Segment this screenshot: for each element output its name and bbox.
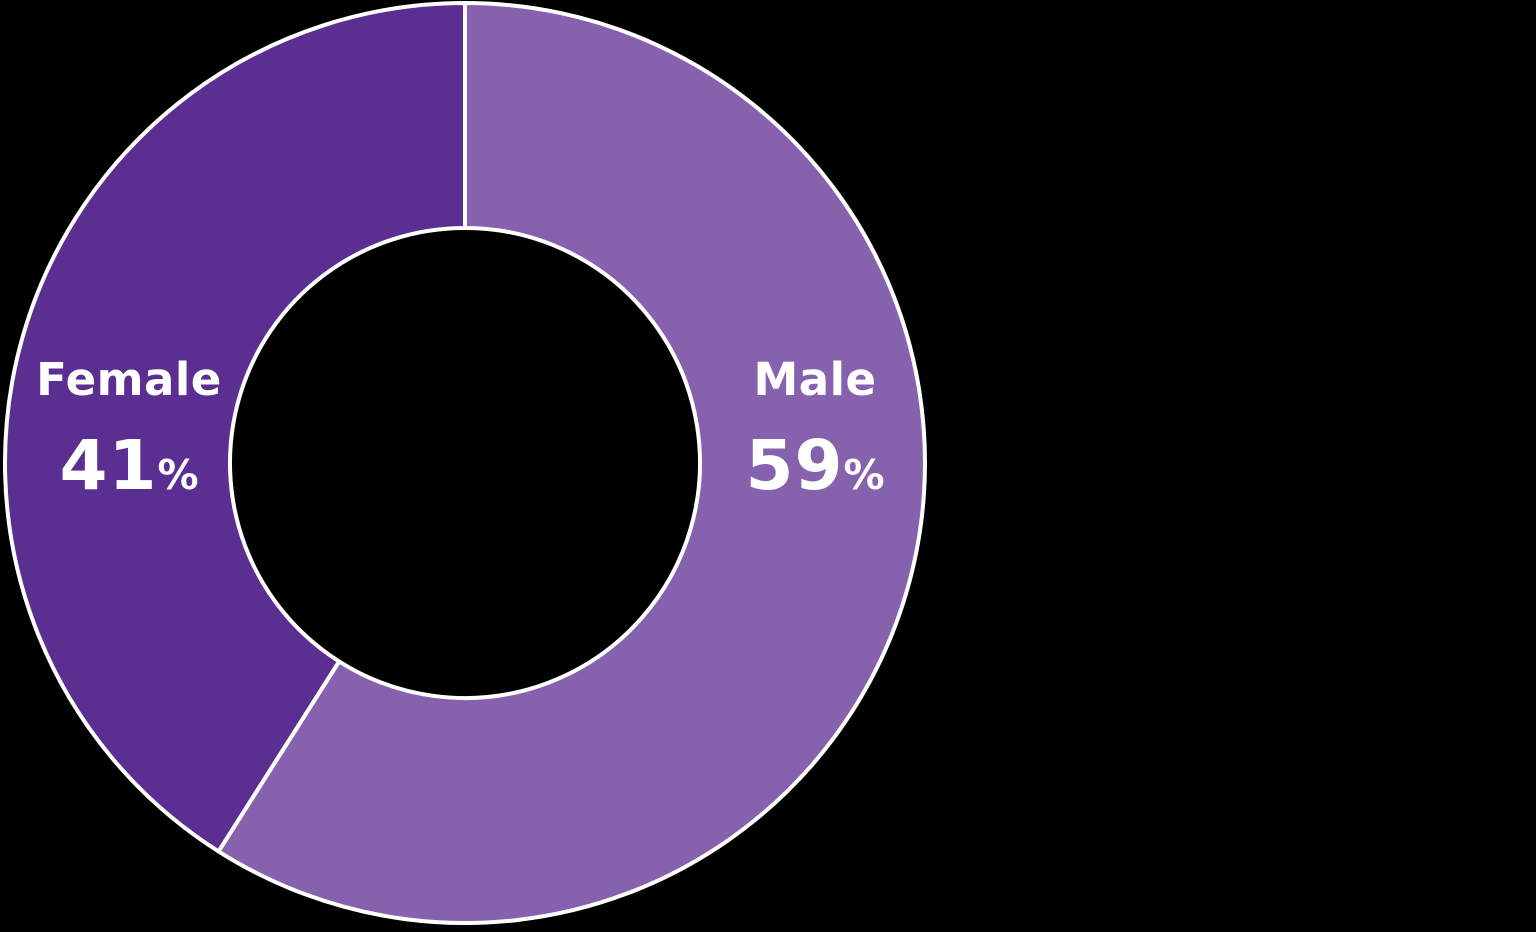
slice-male [216, 1, 927, 925]
slice-female [3, 1, 467, 854]
